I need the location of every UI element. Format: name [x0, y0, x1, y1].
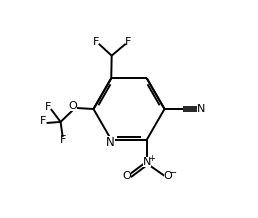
Text: N: N — [197, 104, 206, 114]
Text: O: O — [164, 171, 172, 181]
Text: F: F — [60, 135, 66, 145]
Text: F: F — [40, 116, 46, 126]
Text: −: − — [169, 168, 177, 178]
Text: +: + — [148, 154, 155, 163]
Text: F: F — [45, 102, 52, 112]
Text: O: O — [68, 101, 77, 111]
Text: N: N — [143, 157, 151, 167]
Text: F: F — [125, 37, 131, 47]
Text: N: N — [106, 136, 115, 149]
Text: O: O — [122, 171, 131, 181]
Text: F: F — [93, 37, 99, 47]
